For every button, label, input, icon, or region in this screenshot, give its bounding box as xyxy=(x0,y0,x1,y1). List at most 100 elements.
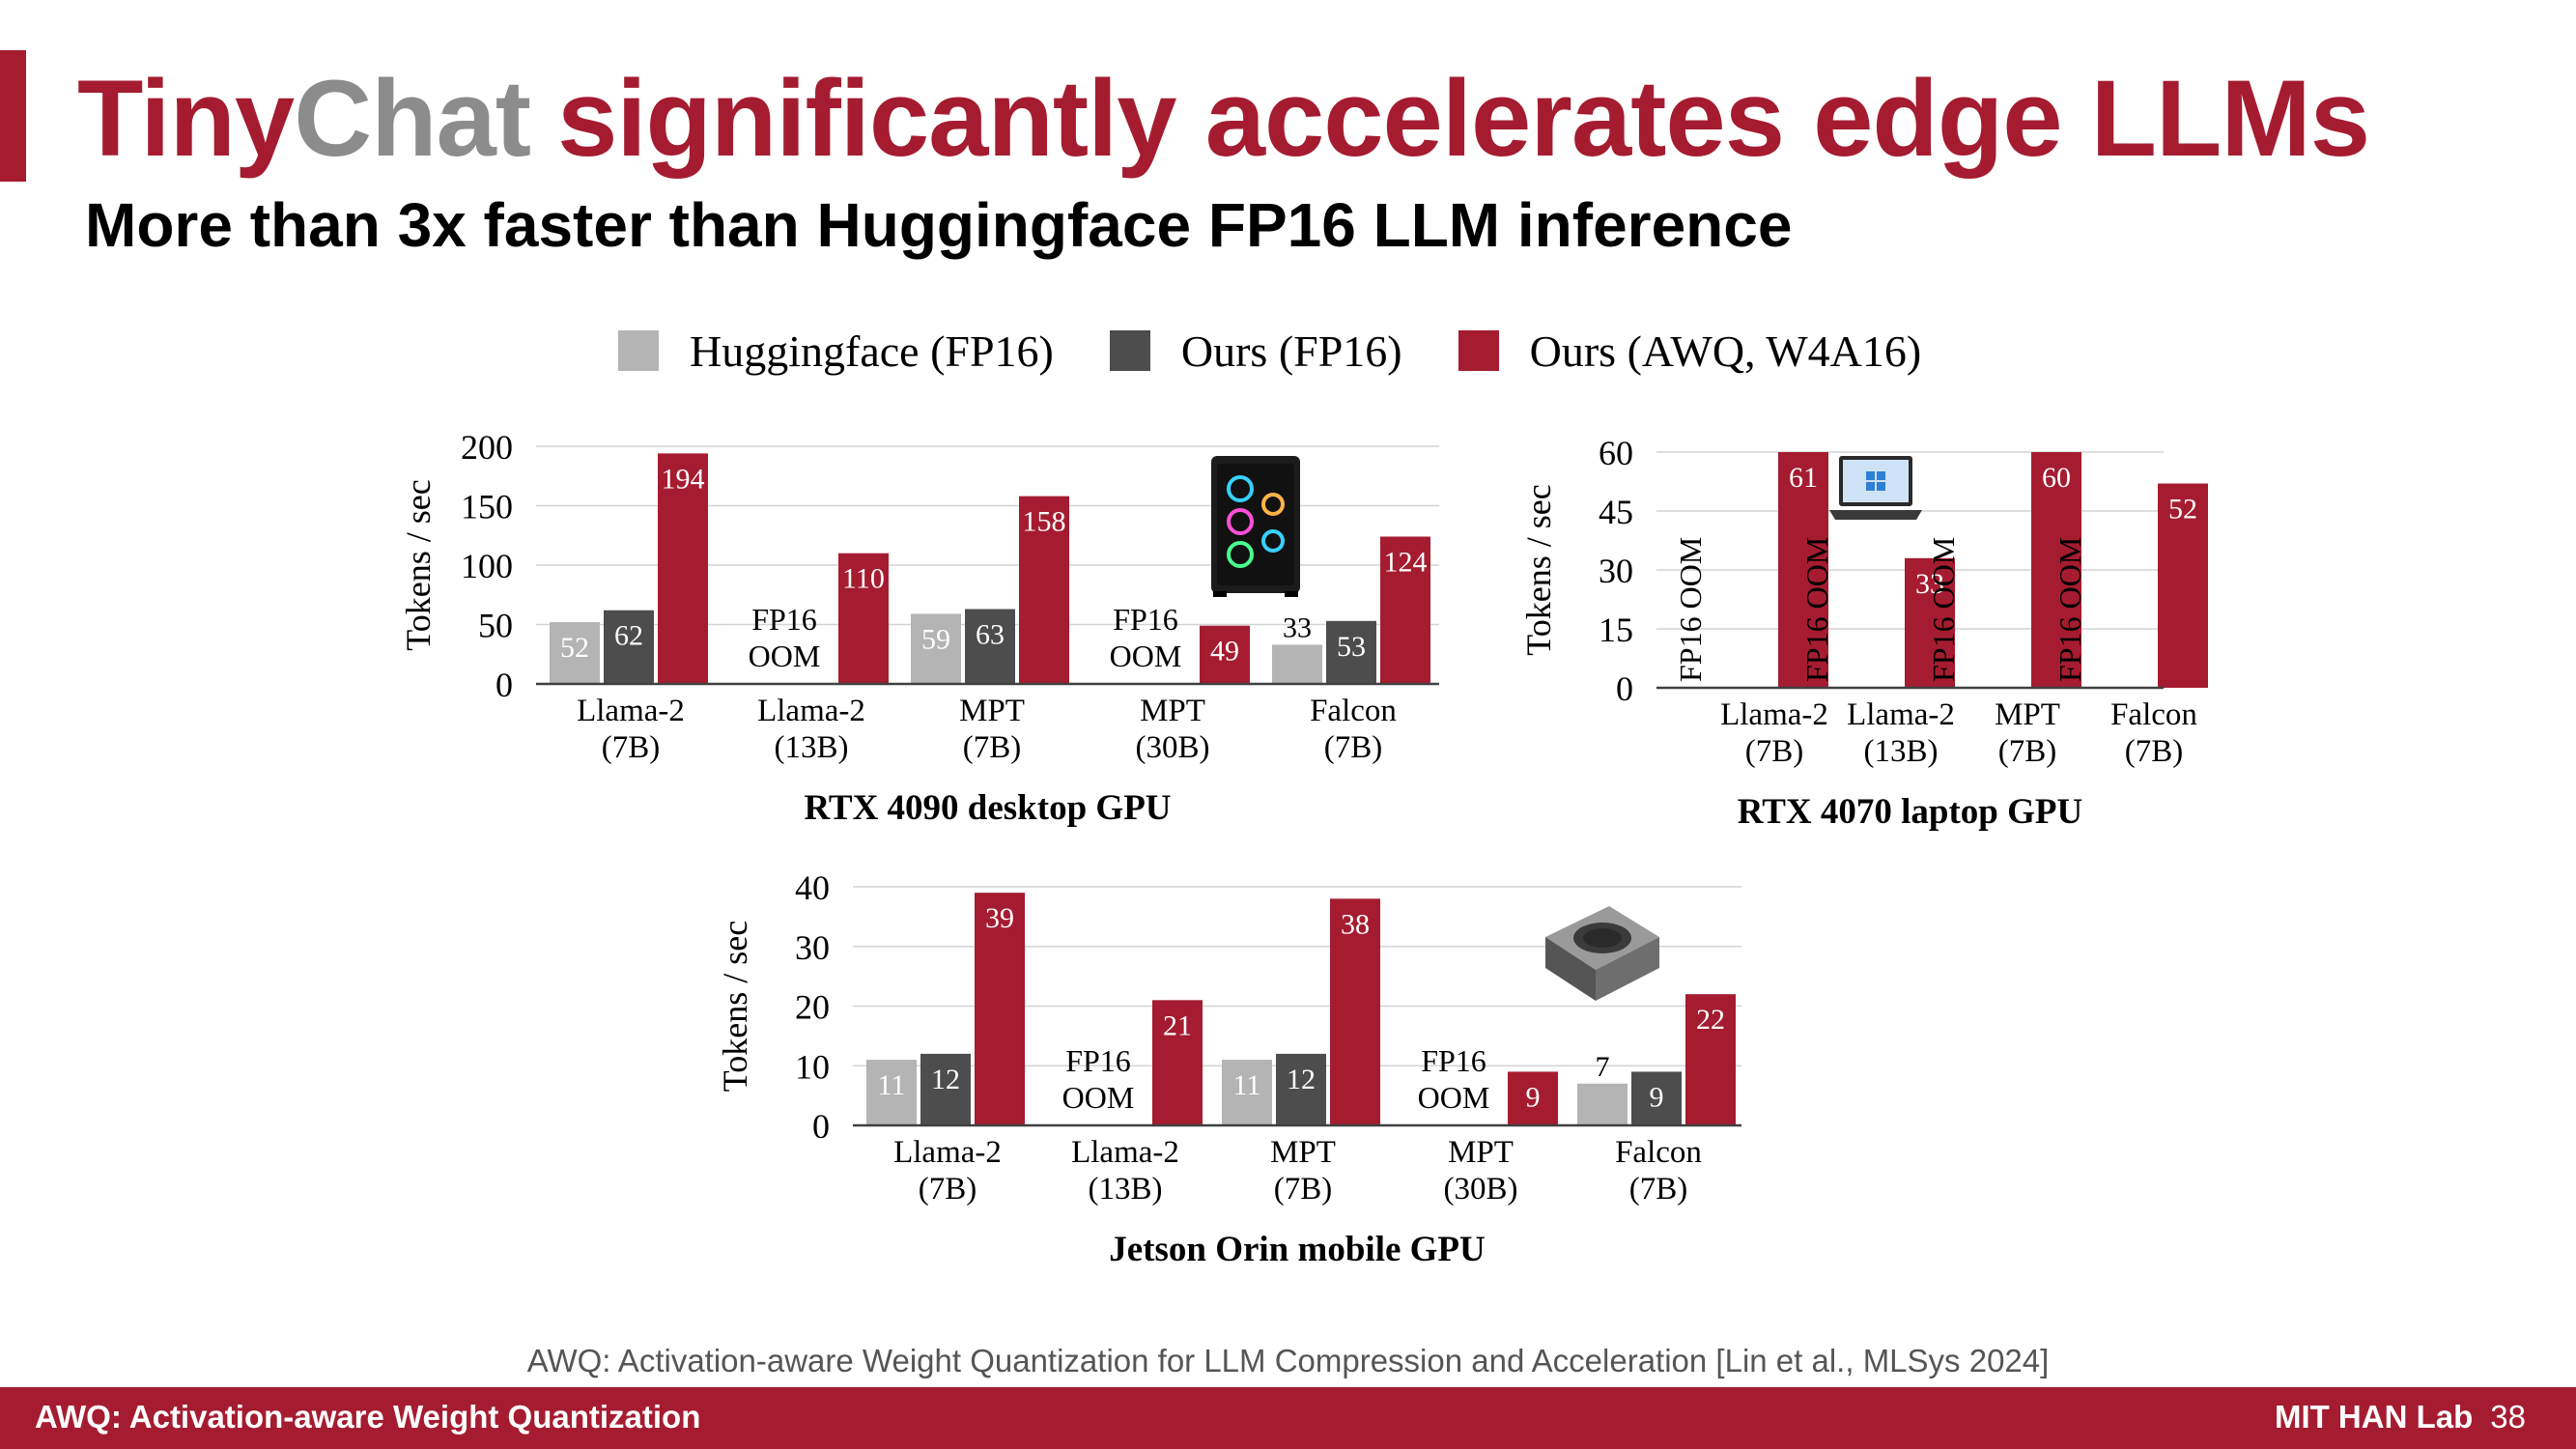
oom-label: OOM xyxy=(1110,639,1182,673)
y-tick-label: 0 xyxy=(812,1107,830,1146)
bar xyxy=(604,610,654,684)
y-axis-label: Tokens / sec xyxy=(1519,484,1558,655)
x-tick-label: MPT xyxy=(1270,1135,1336,1170)
legend-item-ours-fp16: Ours (FP16) xyxy=(1109,326,1402,377)
y-tick-label: 200 xyxy=(461,428,513,467)
footer-lab: MIT HAN Lab 38 xyxy=(2275,1399,2526,1435)
data-label: 158 xyxy=(1023,506,1066,538)
y-tick-label: 60 xyxy=(1599,434,1633,472)
bar xyxy=(1276,1053,1326,1125)
x-tick-label: (7B) xyxy=(602,730,661,765)
bar xyxy=(1200,625,1250,684)
oom-label: FP16 OOM xyxy=(1673,537,1708,682)
data-label: 63 xyxy=(976,619,1005,651)
y-tick-label: 30 xyxy=(1599,552,1633,590)
bar xyxy=(2031,452,2081,688)
y-axis-label: Tokens / sec xyxy=(399,479,438,650)
x-tick-label: Llama-2 xyxy=(757,694,865,728)
y-tick-label: 30 xyxy=(795,928,830,967)
data-label: 21 xyxy=(1163,1009,1192,1041)
oom-label: FP16 xyxy=(1065,1043,1131,1078)
footer-lab-name: MIT HAN Lab xyxy=(2274,1399,2474,1435)
bar xyxy=(911,613,961,684)
y-tick-label: 45 xyxy=(1599,493,1633,531)
x-tick-label: (7B) xyxy=(1745,734,1804,769)
x-tick-label: Llama-2 xyxy=(1071,1135,1179,1170)
slide-title: TinyChat significantly accelerates edge L… xyxy=(77,56,2370,182)
laptop-icon xyxy=(1827,452,1924,527)
data-label: 39 xyxy=(985,902,1014,934)
data-label: 12 xyxy=(1287,1064,1316,1095)
bar xyxy=(1330,898,1380,1125)
bar xyxy=(866,1060,917,1125)
y-tick-label: 50 xyxy=(478,607,513,645)
x-tick-label: Llama-2 xyxy=(577,694,685,728)
legend-label: Ours (AWQ, W4A16) xyxy=(1529,326,1922,376)
page-number: 38 xyxy=(2490,1399,2526,1435)
chart-jetson-orin: 0 10 20 30 40 Tokens / sec 11 12 39 Llama-2 (7B) 21… xyxy=(715,865,1777,1280)
bar xyxy=(1152,1000,1203,1125)
data-label: 12 xyxy=(931,1064,960,1095)
y-tick-label: 100 xyxy=(461,547,513,585)
data-label: 61 xyxy=(1789,462,1818,494)
y-tick-label: 0 xyxy=(495,666,513,704)
data-label: 59 xyxy=(921,623,950,655)
legend-swatch xyxy=(1109,330,1150,371)
x-tick-label: (7B) xyxy=(1274,1172,1333,1207)
chart-title: Jetson Orin mobile GPU xyxy=(1109,1230,1486,1269)
footer-bar: AWQ: Activation-aware Weight Quantizatio… xyxy=(0,1387,2576,1449)
x-tick-label: (7B) xyxy=(1324,730,1383,765)
bar xyxy=(1778,452,1828,688)
oom-label: FP16 xyxy=(751,602,817,637)
oom-label: OOM xyxy=(749,639,821,673)
bar xyxy=(1272,644,1322,684)
chart-legend: Huggingface (FP16) Ours (FP16) Ours (AWQ… xyxy=(618,317,1977,384)
slide-subtitle: More than 3x faster than Huggingface FP1… xyxy=(85,190,1793,260)
bar xyxy=(2158,483,2208,688)
data-label: 60 xyxy=(2042,462,2071,494)
x-tick-label: Llama-2 xyxy=(1847,697,1955,732)
x-tick-label: MPT xyxy=(1140,694,1205,728)
y-tick-label: 40 xyxy=(795,868,830,907)
x-tick-label: MPT xyxy=(1995,697,2060,732)
data-label: 53 xyxy=(1337,631,1366,663)
x-tick-label: (13B) xyxy=(1864,734,1939,769)
bar xyxy=(1326,620,1376,684)
legend-item-huggingface: Huggingface (FP16) xyxy=(618,326,1054,377)
data-label: 62 xyxy=(614,620,643,652)
bar xyxy=(658,453,708,684)
x-tick-label: Llama-2 xyxy=(893,1135,1002,1170)
legend-swatch xyxy=(618,330,659,371)
chart-rtx4070: 0 15 30 45 60 Tokens / sec 61 FP16 OOM Llama-2 (7… xyxy=(1519,425,2208,840)
x-tick-label: (30B) xyxy=(1136,730,1210,765)
oom-label: FP16 xyxy=(1421,1043,1486,1078)
chart-rtx4090: 0 50 100 150 200 Tokens / sec 52 62 194 Llama-2 (7… xyxy=(399,425,1468,840)
bar xyxy=(920,1053,971,1125)
bar xyxy=(1019,496,1069,684)
x-tick-label: Falcon xyxy=(2110,697,2197,732)
x-tick-label: Llama-2 xyxy=(1720,697,1828,732)
bar xyxy=(965,609,1015,684)
data-label: 11 xyxy=(1233,1069,1261,1101)
data-label: 49 xyxy=(1210,636,1239,668)
oom-label: OOM xyxy=(1062,1080,1135,1115)
oom-label: FP16 xyxy=(1113,602,1178,637)
x-tick-label: MPT xyxy=(959,694,1025,728)
chart-title: RTX 4070 laptop GPU xyxy=(1738,792,2082,832)
x-tick-label: (7B) xyxy=(2125,734,2184,769)
data-label: 7 xyxy=(1596,1051,1610,1083)
data-label: 11 xyxy=(878,1069,906,1101)
title-brand-tiny: Tiny xyxy=(77,58,295,179)
data-label: 194 xyxy=(662,463,705,495)
x-tick-label: Falcon xyxy=(1310,694,1397,728)
legend-item-ours-awq: Ours (AWQ, W4A16) xyxy=(1458,326,1922,377)
data-label: 110 xyxy=(842,563,885,595)
data-label: 124 xyxy=(1384,546,1428,578)
oom-label: FP16 OOM xyxy=(1799,537,1834,682)
y-tick-label: 0 xyxy=(1616,669,1633,708)
bar xyxy=(1685,994,1736,1125)
legend-label: Ours (FP16) xyxy=(1180,326,1402,376)
data-label: 9 xyxy=(1526,1081,1541,1113)
